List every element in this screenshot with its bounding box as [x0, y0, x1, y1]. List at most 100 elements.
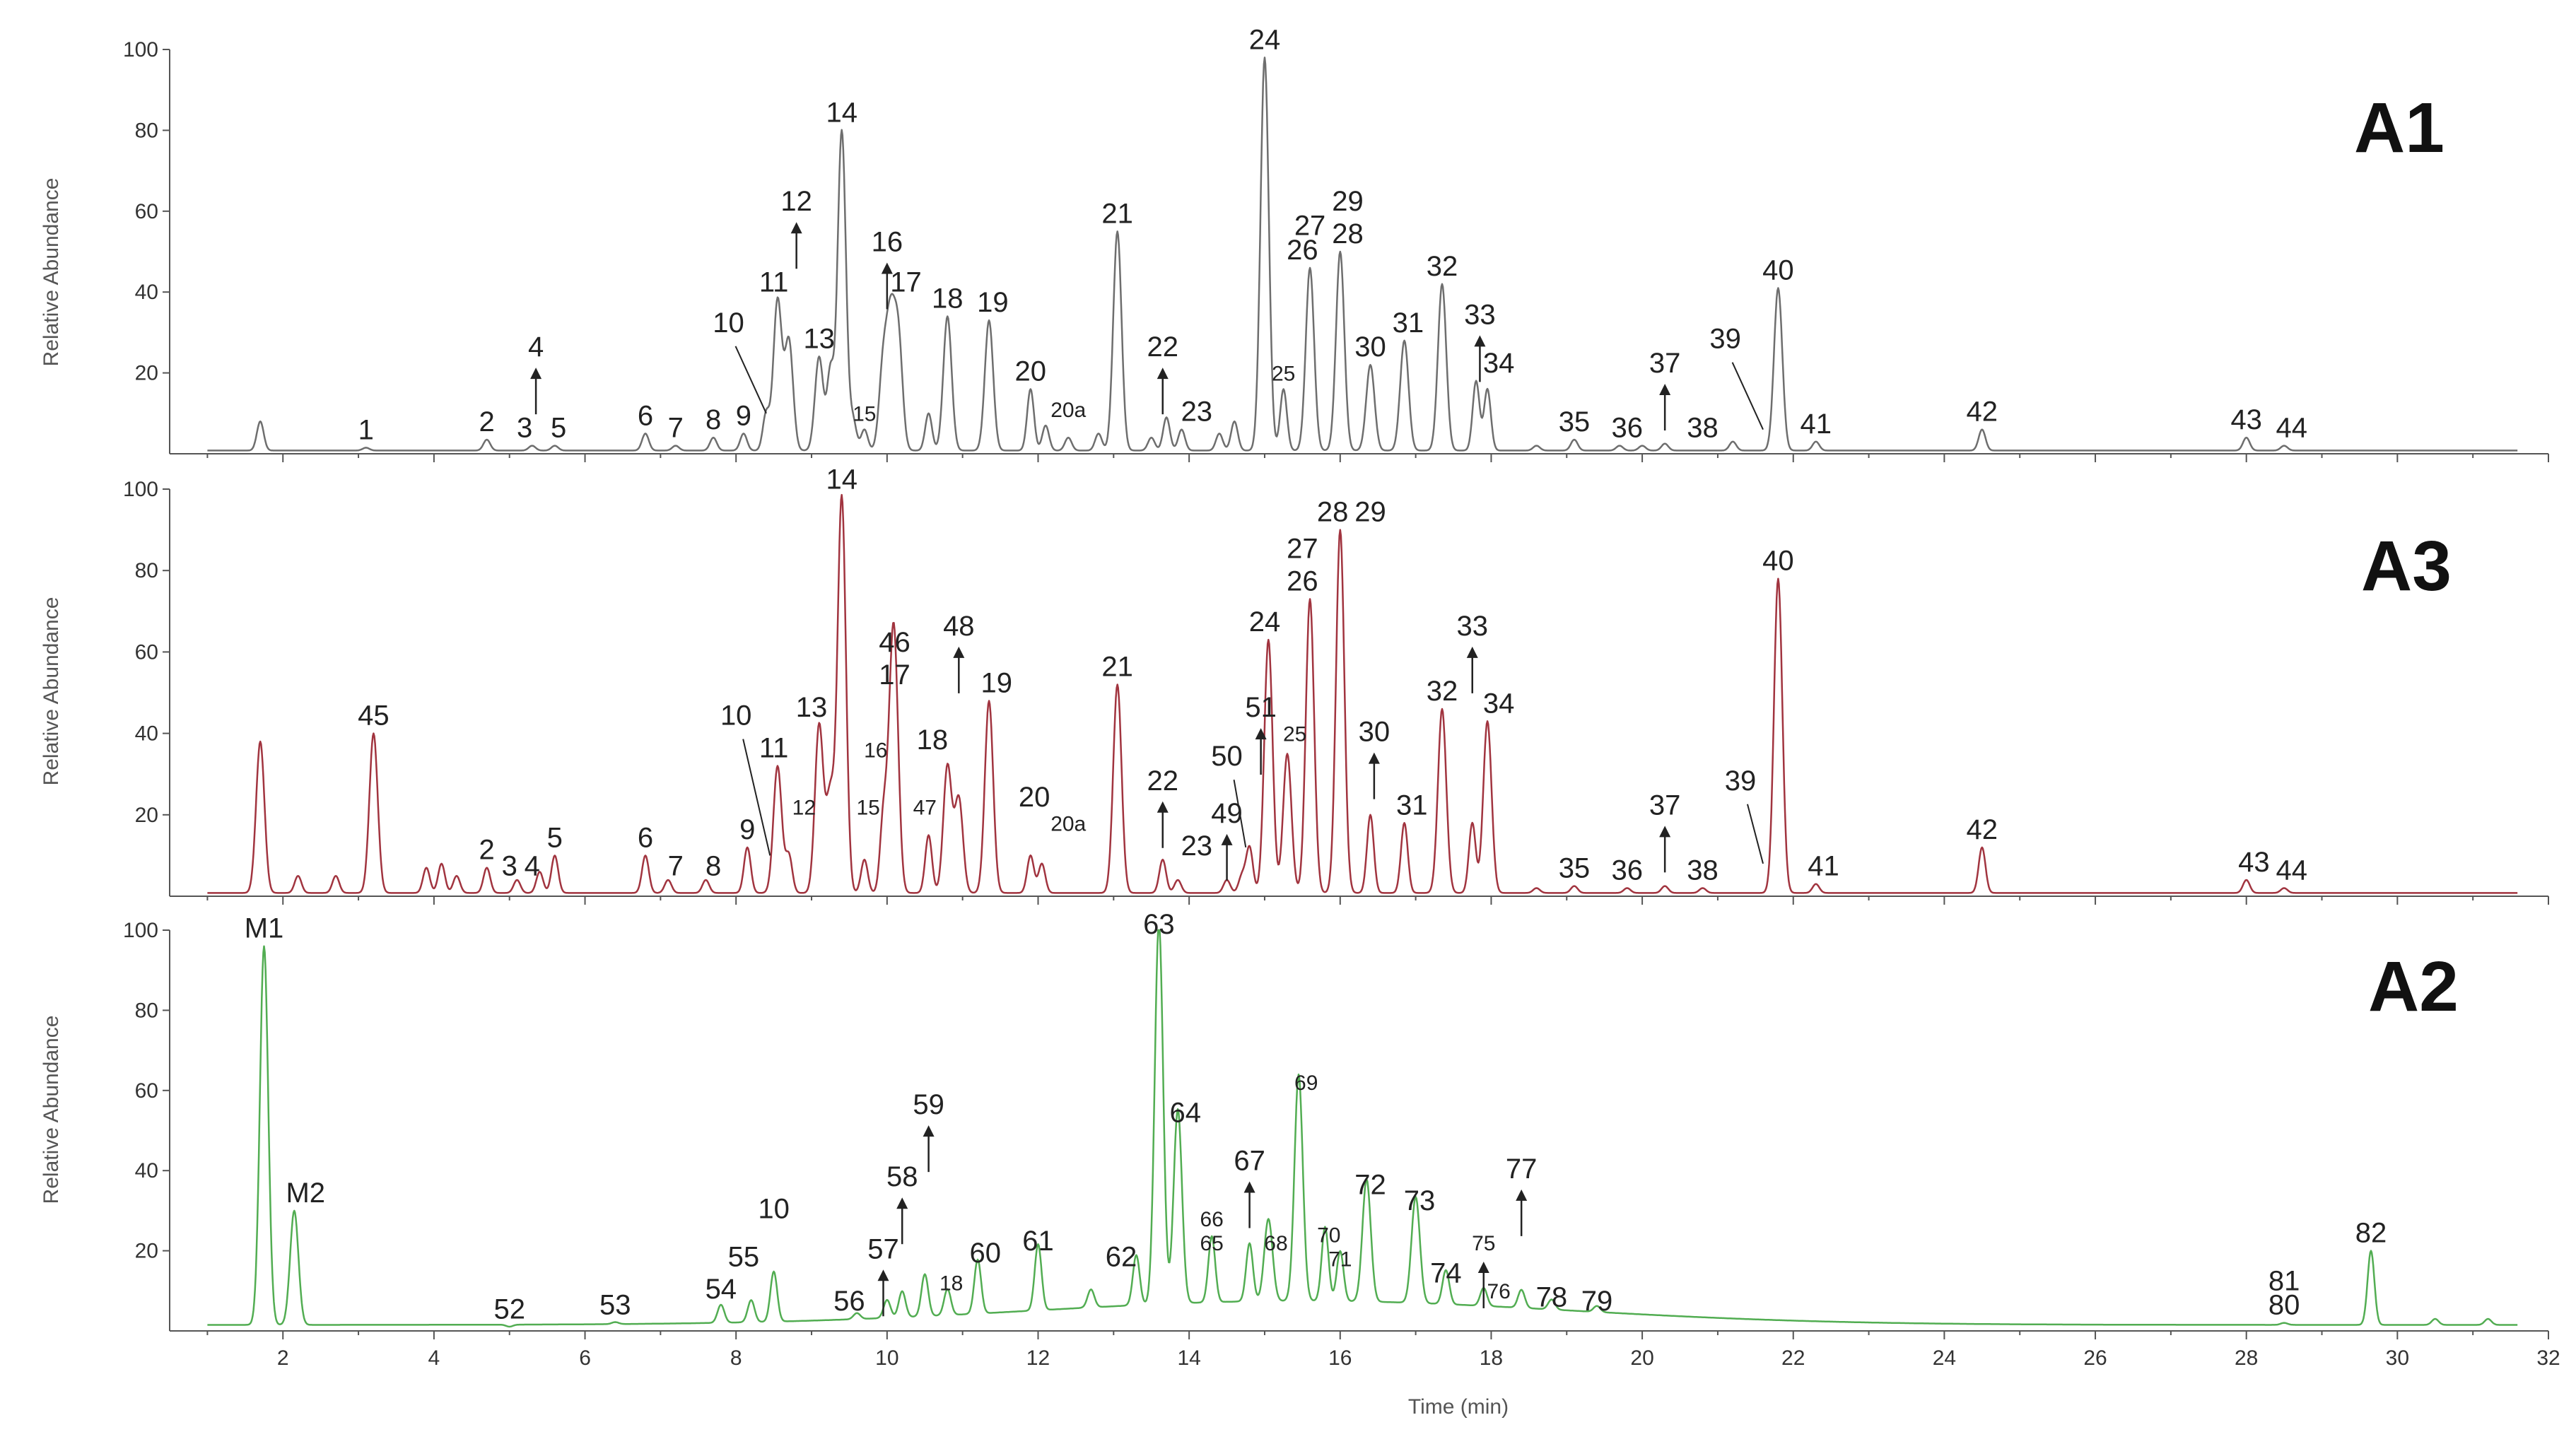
- a2-peak-label: 81: [2268, 1266, 2300, 1297]
- a3-peak-label: 12: [792, 796, 816, 819]
- a3-peak-label: 20: [1019, 782, 1050, 813]
- a1-peak-label: 3: [517, 413, 532, 444]
- a2-peak-label: 58: [886, 1161, 918, 1192]
- a3-y-tick-label: 20: [135, 804, 158, 827]
- a1-peak-label: 1: [358, 414, 374, 445]
- x-tick-label: 2: [277, 1346, 289, 1370]
- a3-peak-label: 25: [1283, 723, 1306, 746]
- a3-peak-label: 3: [502, 851, 517, 882]
- a3-peak-label: 7: [668, 851, 684, 882]
- x-tick-label: 30: [2386, 1346, 2409, 1370]
- a2-peak-label: 75: [1472, 1232, 1495, 1255]
- a2-peak-label: 76: [1487, 1280, 1510, 1303]
- a1-peak-label: 15: [853, 403, 876, 426]
- a3-peak-label: 35: [1559, 853, 1591, 884]
- a3-peak-label: 46: [879, 627, 911, 658]
- a3-peak-label: 20a: [1050, 812, 1086, 835]
- a3-peak-label: 18: [917, 724, 949, 756]
- a2-peak-label: 53: [599, 1290, 631, 1321]
- a2-peak-label: 57: [867, 1233, 899, 1264]
- a1-peak-label: 38: [1687, 413, 1719, 444]
- a2-peak-label: 62: [1106, 1242, 1137, 1273]
- a1-peak-label: 41: [1801, 409, 1832, 440]
- a3-peak-label: 47: [913, 796, 937, 819]
- a1-peak-label: 18: [932, 283, 964, 315]
- a2-peak-label: 69: [1294, 1072, 1318, 1095]
- a3-peak-label: 34: [1483, 688, 1515, 719]
- a1-peak-label: 36: [1611, 413, 1643, 444]
- a3-peak-label: 24: [1249, 606, 1281, 638]
- a3-trace: [207, 493, 2518, 894]
- a3-peak-label: 14: [826, 464, 857, 495]
- a1-peak-label: 26: [1287, 235, 1318, 266]
- a3-peak-label: 39: [1725, 765, 1757, 797]
- a1-peak-label: 2: [479, 406, 495, 438]
- a2-peak-label: 71: [1328, 1248, 1352, 1272]
- a3-peak-label: 36: [1611, 855, 1643, 886]
- a3-peak-label: 21: [1101, 651, 1133, 682]
- a2-peak-label: M1: [245, 913, 284, 944]
- a1-peak-label: 19: [977, 287, 1009, 318]
- a3-peak-pointer: [742, 739, 771, 856]
- a3-peak-label: 48: [943, 611, 975, 642]
- a2-trace: [207, 929, 2518, 1328]
- a1-peak-pointer: [1731, 362, 1764, 430]
- a1-trace: [207, 57, 2518, 452]
- a1-peak-label: 44: [2276, 413, 2308, 444]
- a3-peak-label: 2: [479, 835, 495, 866]
- a3-peak-arrowhead: [1368, 752, 1380, 764]
- a2-peak-arrowhead: [923, 1125, 935, 1137]
- a1-y-tick-label: 60: [135, 200, 158, 223]
- x-axis-title: Time (min): [1408, 1395, 1509, 1419]
- a3-y-tick-label: 100: [123, 478, 158, 501]
- x-tick-label: 18: [1480, 1346, 1503, 1370]
- a3-peak-label: 43: [2238, 847, 2270, 878]
- a3-peak-label: 45: [358, 700, 390, 732]
- a1-peak-label: 5: [551, 413, 566, 444]
- x-tick-label: 16: [1328, 1346, 1352, 1370]
- a1-peak-arrowhead: [1157, 368, 1169, 380]
- a1-peak-label: 14: [826, 97, 857, 128]
- a3-peak-label: 5: [547, 822, 563, 853]
- a2-peak-label: 66: [1200, 1208, 1224, 1231]
- a3-peak-label: 38: [1687, 855, 1719, 886]
- a2-y-tick-label: 100: [123, 919, 158, 942]
- a3-y-axis-title: Relative Abundance: [40, 597, 63, 786]
- a2-y-tick-label: 20: [135, 1240, 158, 1263]
- a2-peak-label: 54: [706, 1274, 737, 1305]
- a1-peak-label: 39: [1709, 324, 1741, 355]
- a1-y-tick-label: 40: [135, 281, 158, 304]
- a1-peak-label: 13: [803, 324, 835, 355]
- x-tick-label: 8: [730, 1346, 742, 1370]
- a1-peak-label: 40: [1762, 254, 1794, 286]
- a2-peak-arrowhead: [877, 1269, 889, 1281]
- a1-peak-label: 37: [1649, 348, 1681, 379]
- a2-peak-label: 72: [1354, 1170, 1386, 1201]
- a3-peak-label: 17: [879, 659, 911, 691]
- a3-peak-label: 6: [638, 822, 653, 853]
- a2-peak-label: 63: [1143, 909, 1175, 940]
- a3-peak-label: 42: [1967, 814, 1998, 845]
- a1-peak-label: 20: [1015, 356, 1047, 387]
- a1-peak-label: 30: [1354, 331, 1386, 363]
- a2-peak-label: 77: [1506, 1154, 1538, 1185]
- a2-peak-arrowhead: [1243, 1181, 1255, 1193]
- a3-peak-label: 29: [1354, 497, 1386, 528]
- a1-y-axis-title: Relative Abundance: [40, 178, 63, 367]
- a3-peak-label: 44: [2276, 855, 2308, 886]
- a3-peak-label: 22: [1147, 765, 1179, 797]
- a2-y-tick-label: 80: [135, 999, 158, 1022]
- a2-peak-label: 59: [913, 1089, 944, 1120]
- a1-peak-label: 35: [1559, 406, 1591, 438]
- a1-peak-label: 43: [2230, 404, 2262, 435]
- a2-panel-label: A2: [2368, 947, 2459, 1026]
- a1-peak-label: 23: [1181, 397, 1213, 428]
- a3-peak-label: 8: [706, 851, 721, 882]
- a2-peak-label: 52: [493, 1293, 525, 1325]
- a1-peak-label: 8: [706, 404, 721, 435]
- a2-y-axis-title: Relative Abundance: [40, 1016, 63, 1204]
- a3-y-tick-label: 40: [135, 722, 158, 746]
